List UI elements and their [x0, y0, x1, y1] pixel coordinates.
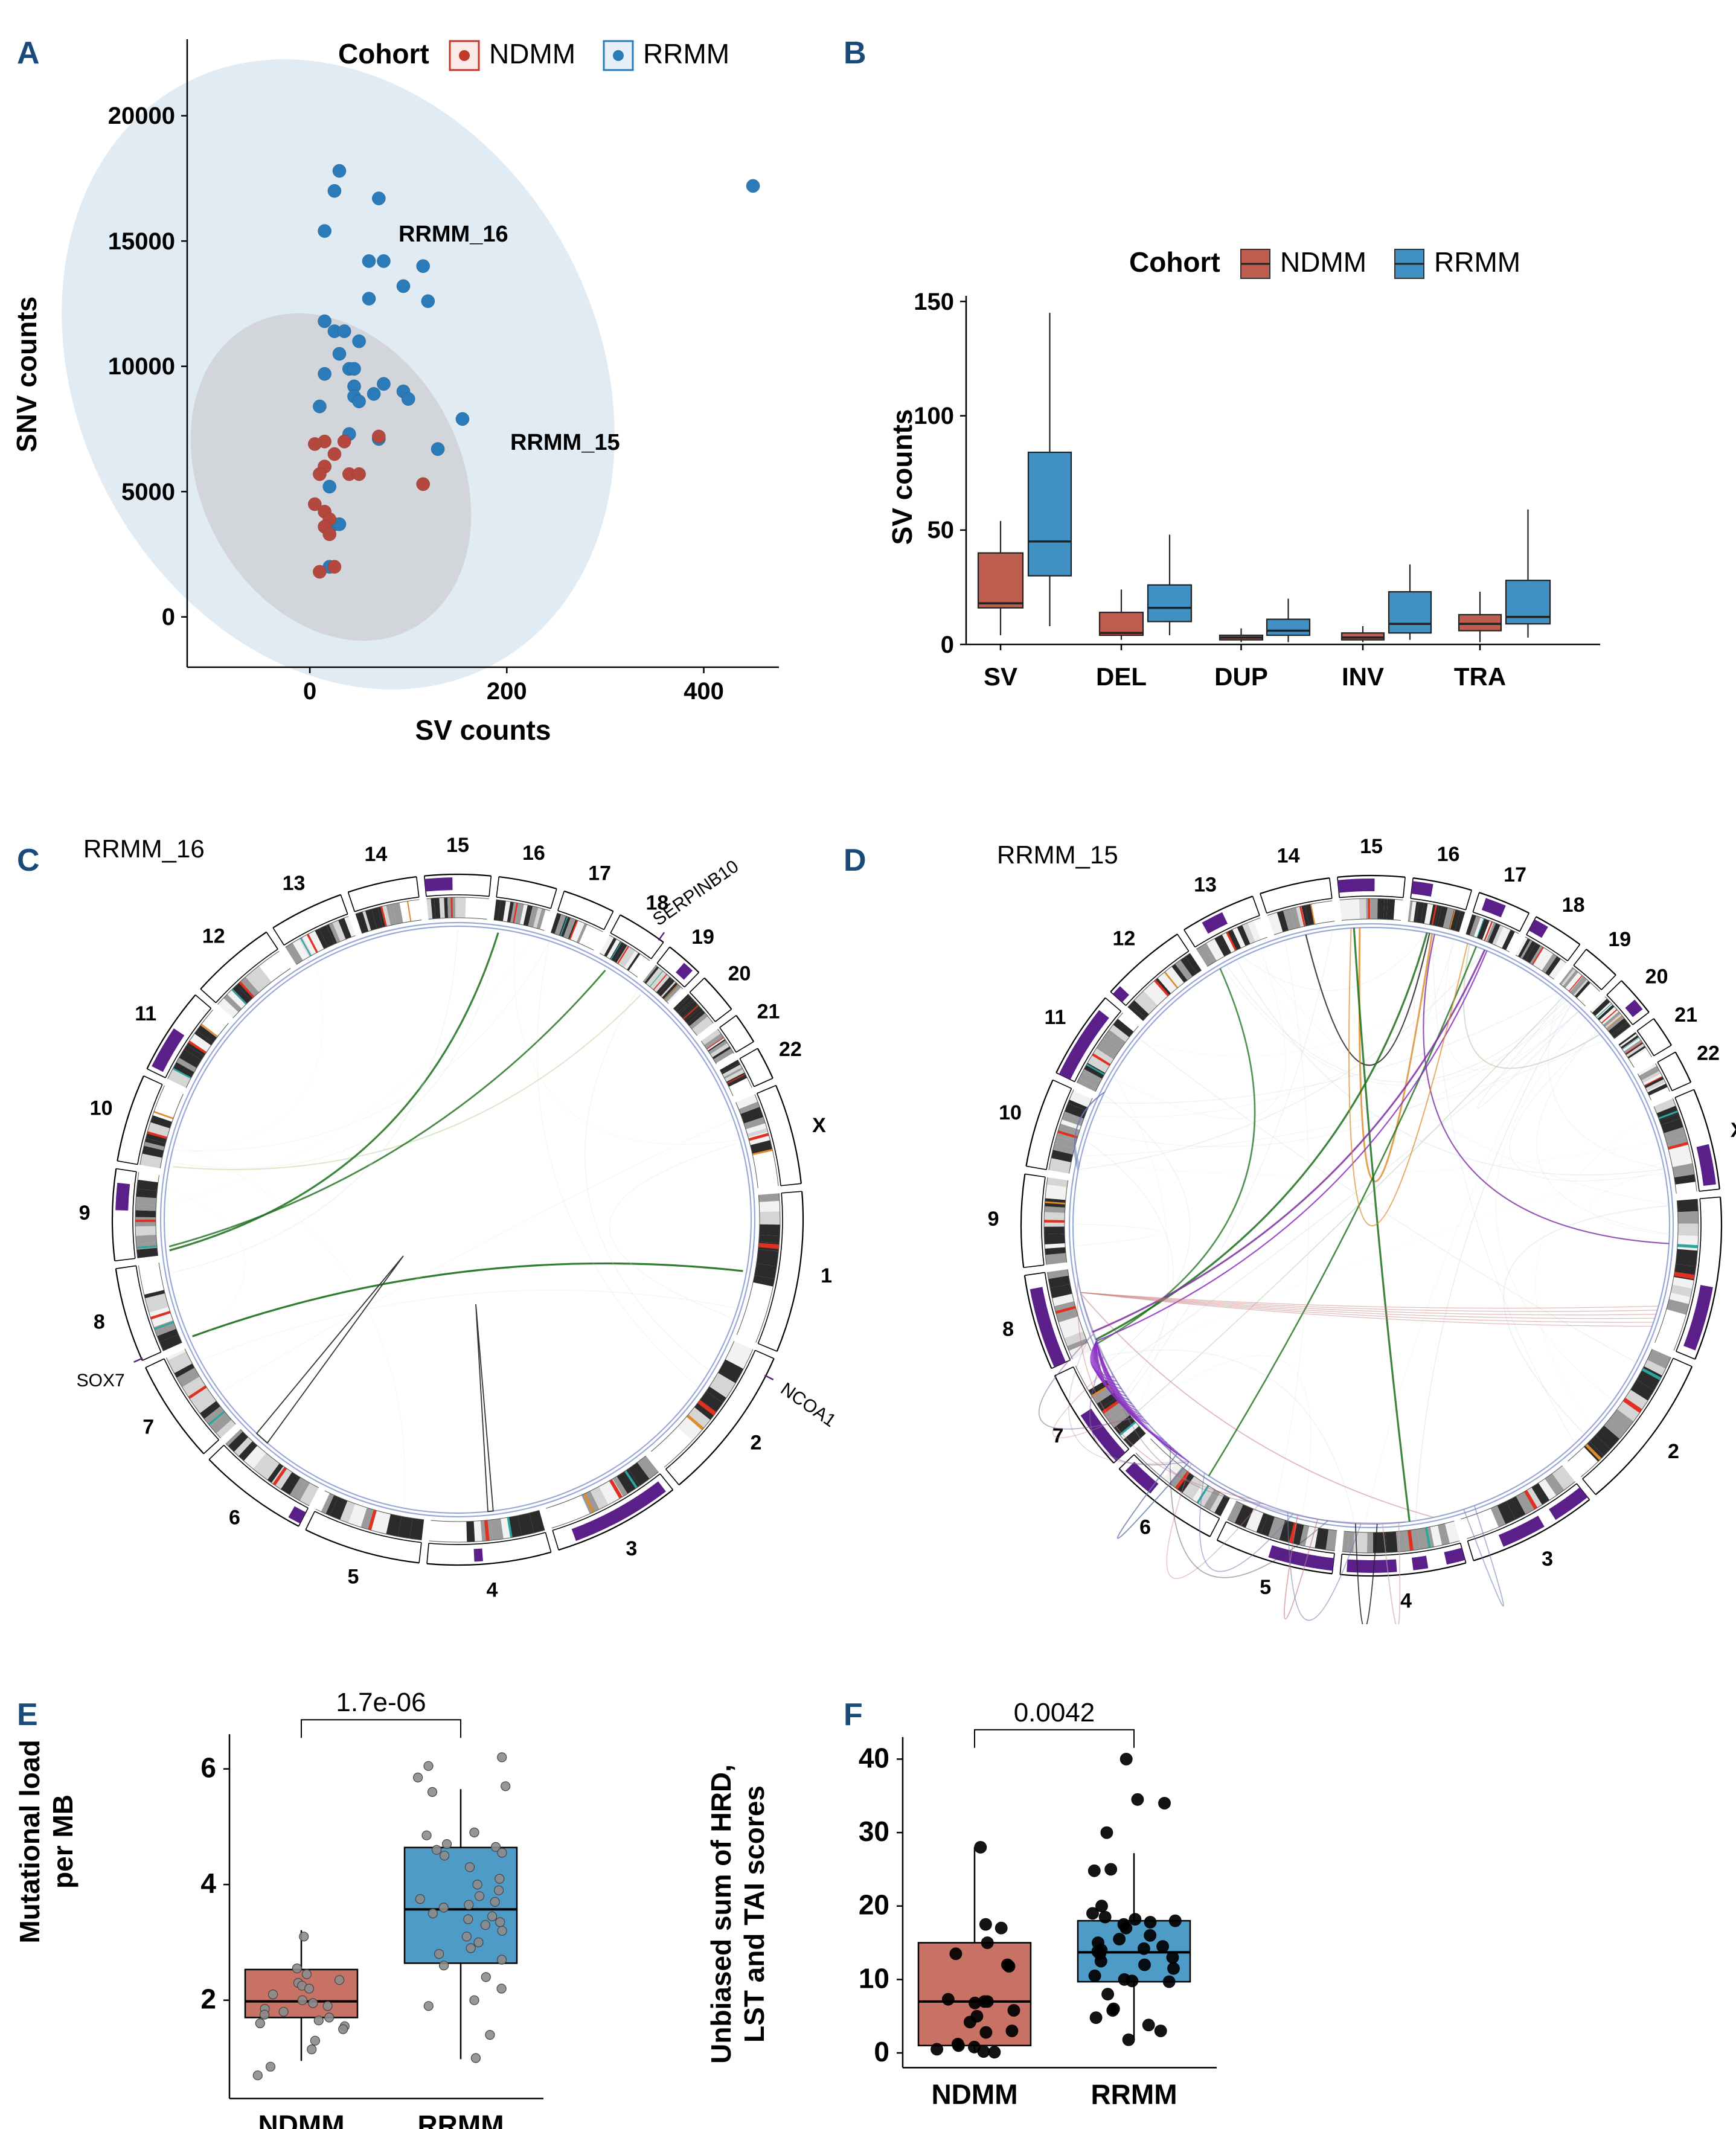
- svg-text:LST and TAI scores: LST and TAI scores: [738, 1785, 770, 2043]
- svg-text:30: 30: [859, 1816, 889, 1847]
- svg-text:NDMM: NDMM: [931, 2078, 1017, 2110]
- svg-text:20: 20: [859, 1889, 889, 1921]
- svg-text:40: 40: [859, 1742, 889, 1773]
- svg-text:0.0042: 0.0042: [1014, 1698, 1095, 1727]
- svg-text:RRMM: RRMM: [417, 2110, 504, 2129]
- svg-text:RRMM: RRMM: [1091, 2078, 1177, 2110]
- svg-text:4: 4: [200, 1868, 216, 1899]
- svg-text:10: 10: [859, 1962, 889, 1994]
- svg-text:per MB: per MB: [47, 1794, 78, 1889]
- svg-text:NDMM: NDMM: [258, 2110, 344, 2129]
- svg-text:2: 2: [200, 1983, 216, 2015]
- svg-text:Mutational load: Mutational load: [14, 1740, 45, 1943]
- svg-text:1.7e-06: 1.7e-06: [336, 1688, 426, 1717]
- svg-text:6: 6: [200, 1752, 216, 1784]
- svg-text:Unbiased sum of HRD,: Unbiased sum of HRD,: [705, 1764, 737, 2064]
- svg-text:0: 0: [874, 2036, 889, 2067]
